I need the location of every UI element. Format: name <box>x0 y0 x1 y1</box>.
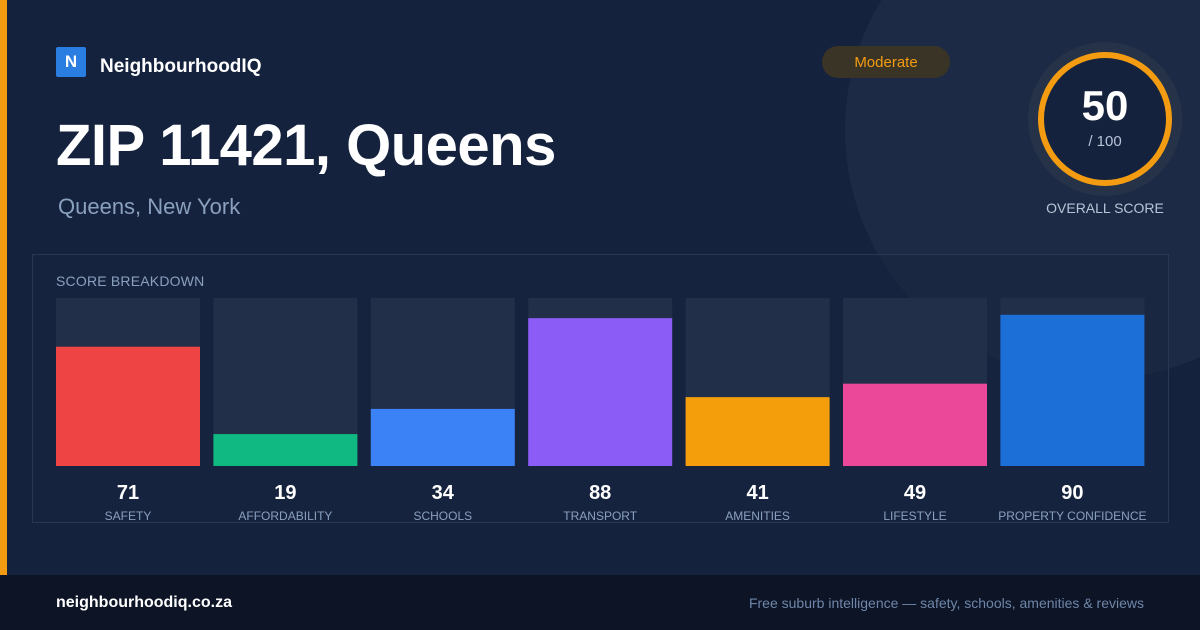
bar-label-lifestyle: LIFESTYLE <box>883 509 946 523</box>
bar-amenities <box>685 397 830 466</box>
score-breakdown-chart: 71 SAFETY 19 AFFORDABILITY 34 SCHOOLS 88 TRANSP… <box>56 298 1147 523</box>
bar-value-property-confidence: 90 <box>1061 482 1083 504</box>
page-title: ZIP 11421, Queens <box>56 113 556 178</box>
bar-transport <box>528 318 673 466</box>
overall-score-max: / 100 <box>1088 133 1122 150</box>
accent-bar <box>0 0 7 575</box>
brand: N NeighbourhoodIQ <box>56 46 261 78</box>
bar-value-affordability: 19 <box>274 482 296 504</box>
overall-score-label: OVERALL SCORE <box>1046 200 1164 216</box>
rating-badge: Moderate <box>822 46 950 78</box>
overall-score-ring: 50 / 100 <box>1028 42 1182 196</box>
bar-value-amenities: 41 <box>746 482 768 504</box>
brand-name: NeighbourhoodIQ <box>100 56 262 77</box>
bar-value-safety: 71 <box>117 482 139 504</box>
bar-label-transport: TRANSPORT <box>563 509 637 523</box>
bar-property-confidence <box>1000 314 1145 466</box>
brand-logo: N <box>56 47 86 77</box>
footer-url[interactable]: neighbourhoodiq.co.za <box>56 593 232 611</box>
page-subtitle: Queens, New York <box>58 194 241 219</box>
score-breakdown-title: SCORE BREAKDOWN <box>56 273 205 289</box>
bar-schools <box>370 408 515 466</box>
bar-lifestyle <box>843 383 987 466</box>
bar-label-affordability: AFFORDABILITY <box>238 509 332 523</box>
score-breakdown-panel: SCORE BREAKDOWN 71 SAFETY 19 AFFORDABILITY 3… <box>32 254 1169 523</box>
overall-score-ring-inner <box>1038 52 1172 186</box>
og-card: N NeighbourhoodIQ ZIP 11421, Queens Quee… <box>0 0 1182 575</box>
bar-label-schools: SCHOOLS <box>413 509 472 523</box>
bar-value-schools: 34 <box>432 482 455 504</box>
bar-label-amenities: AMENITIES <box>725 509 790 523</box>
bar-value-lifestyle: 49 <box>904 482 926 504</box>
footer: neighbourhoodiq.co.za Free suburb intell… <box>0 575 1200 630</box>
bar-label-safety: SAFETY <box>105 509 152 523</box>
bar-value-transport: 88 <box>589 482 611 504</box>
bar-affordability <box>213 434 358 466</box>
overall-score-value: 50 <box>1081 82 1129 129</box>
footer-tagline: Free suburb intelligence — safety, schoo… <box>748 594 1144 611</box>
bar-label-property-confidence: PROPERTY CONFIDENCE <box>998 509 1146 523</box>
bar-safety <box>56 346 200 466</box>
